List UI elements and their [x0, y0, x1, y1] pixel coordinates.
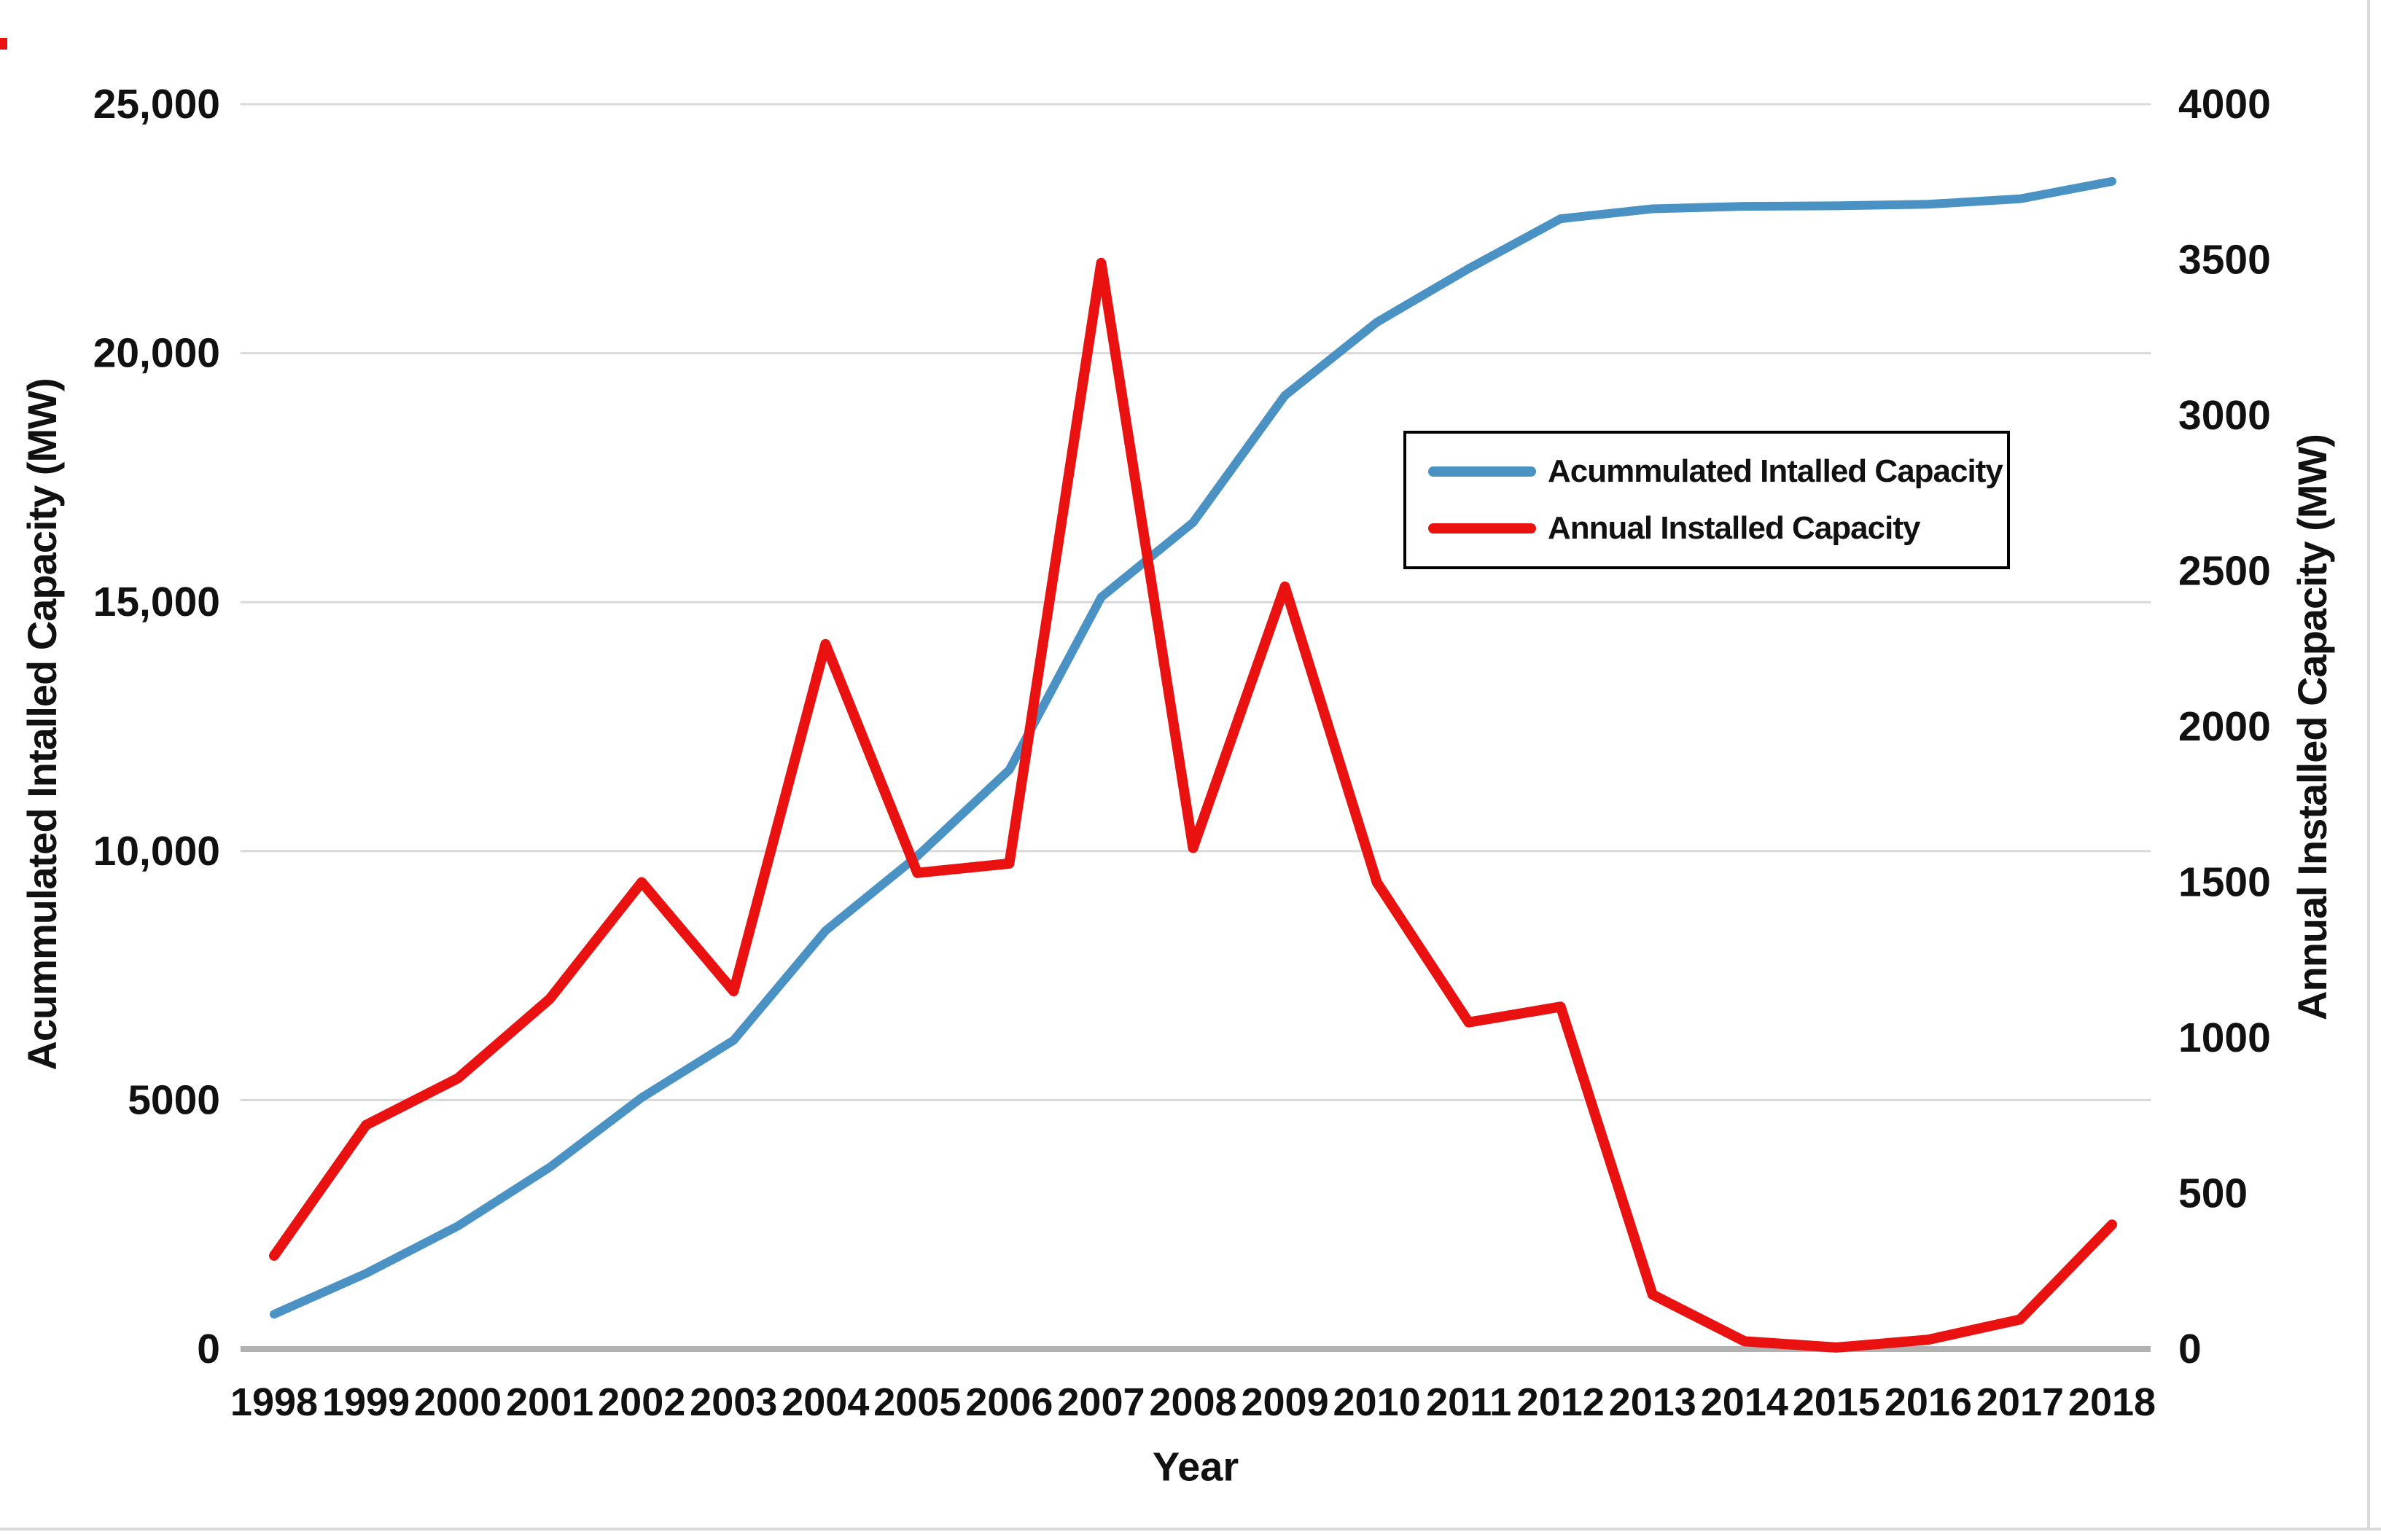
x-tick-label: 2011 — [1426, 1380, 1511, 1424]
legend-item-accumulated: Acummulated Intalled Capacity — [1428, 453, 2007, 490]
x-tick-label: 2002 — [598, 1380, 685, 1424]
x-tick-label: 2012 — [1517, 1380, 1605, 1424]
y-right-tick-label: 500 — [2178, 1170, 2248, 1217]
x-tick-label: 2008 — [1149, 1380, 1236, 1424]
y-left-tick-label: 5000 — [128, 1076, 220, 1123]
stray-red-mark — [0, 38, 7, 50]
y-left-tick-label: 10,000 — [93, 828, 220, 875]
y-right-tick-label: 1000 — [2178, 1015, 2271, 1061]
y-right-tick-label: 3500 — [2178, 237, 2271, 284]
x-tick-label: 2018 — [2068, 1380, 2156, 1424]
x-tick-label: 2015 — [1793, 1380, 1880, 1424]
left-axis-title: Acummulated Intalled Capacity (MW) — [19, 378, 65, 1071]
x-tick-label: 2017 — [1976, 1380, 2064, 1424]
x-tick-label: 2004 — [782, 1380, 869, 1424]
y-right-tick-label: 4000 — [2178, 81, 2271, 128]
legend-swatch-annual-icon — [1428, 523, 1536, 533]
x-tick-label: 1999 — [322, 1380, 410, 1424]
x-tick-label: 2009 — [1241, 1380, 1328, 1424]
x-tick-label: 2010 — [1333, 1380, 1421, 1424]
x-tick-label: 2007 — [1057, 1380, 1145, 1424]
y-right-tick-label: 2500 — [2178, 548, 2271, 595]
x-tick-label: 2016 — [1885, 1380, 1972, 1424]
legend-item-annual: Annual Installed Capacity — [1428, 510, 2007, 547]
x-tick-label: 2001 — [506, 1380, 593, 1424]
y-left-tick-label: 0 — [197, 1326, 220, 1372]
x-tick-label: 2013 — [1609, 1380, 1696, 1424]
accumulated-capacity-line — [270, 176, 2116, 1319]
right-axis-title: Annual Installed Capacity (MW) — [2289, 434, 2335, 1020]
legend-label-annual: Annual Installed Capacity — [1548, 509, 1920, 546]
legend-label-accumulated: Acummulated Intalled Capacity — [1548, 453, 2003, 490]
x-tick-label: 2000 — [414, 1380, 502, 1424]
x-tick-label: 2005 — [873, 1380, 961, 1424]
annual-capacity-line — [269, 257, 2117, 1353]
x-axis-title: Year — [1153, 1444, 1239, 1490]
y-right-tick-label: 2000 — [2178, 703, 2271, 750]
y-right-tick-label: 1500 — [2178, 859, 2271, 906]
x-tick-label: 2006 — [965, 1380, 1053, 1424]
y-left-tick-label: 20,000 — [93, 330, 220, 377]
y-right-tick-label: 0 — [2178, 1326, 2202, 1372]
y-left-tick-label: 25,000 — [93, 81, 220, 128]
x-tick-label: 2014 — [1701, 1380, 1788, 1424]
x-tick-label: 1998 — [230, 1380, 318, 1424]
legend-swatch-accumulated-icon — [1428, 466, 1536, 477]
y-right-tick-label: 3000 — [2178, 392, 2271, 439]
y-left-tick-label: 15,000 — [93, 579, 220, 625]
legend: Acummulated Intalled Capacity Annual Ins… — [1403, 431, 2010, 569]
x-tick-label: 2003 — [690, 1380, 777, 1424]
